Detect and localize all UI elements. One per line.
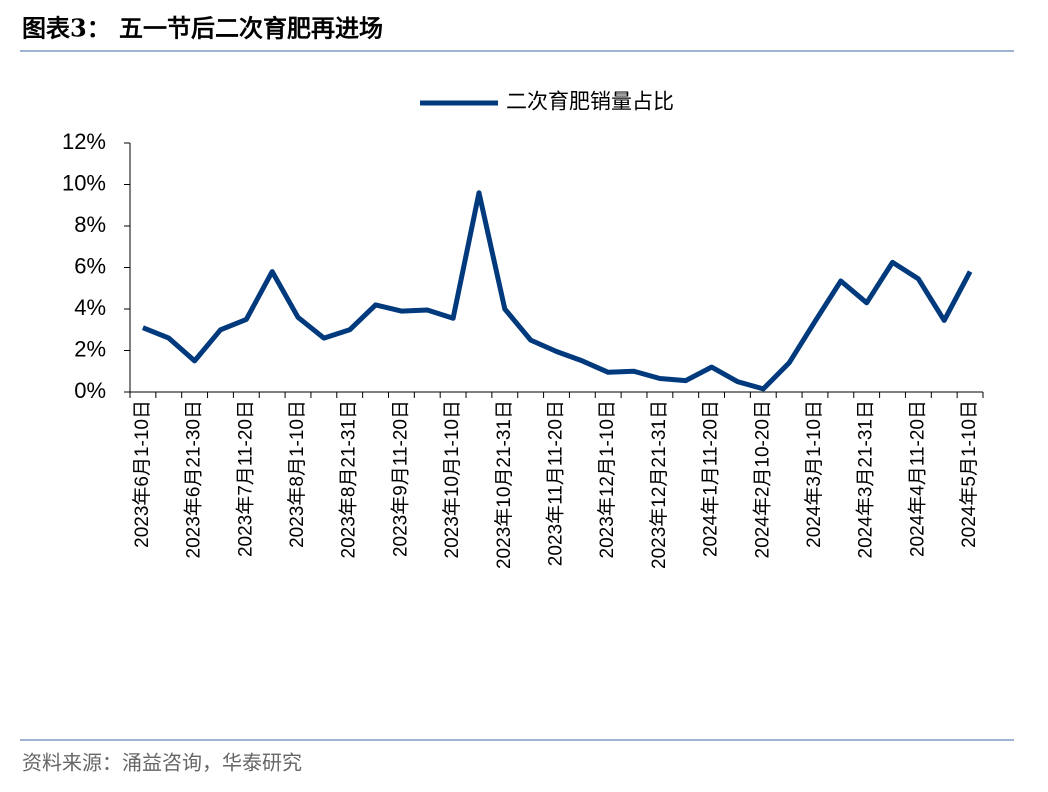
line-series — [141, 190, 973, 392]
x-tick-label: 2024年5月1-10日 — [958, 400, 980, 548]
x-tick-label: 2023年11月11-20日 — [545, 400, 567, 566]
x-tick-label: 2023年6月21-30日 — [183, 400, 205, 558]
x-tick-label: 2023年10月21-31日 — [493, 400, 515, 569]
x-tick-label: 2024年4月11-20日 — [906, 400, 928, 557]
x-tick-label: 2023年9月11-20日 — [389, 400, 411, 557]
y-tick-label: 8% — [74, 212, 106, 237]
y-tick-label: 0% — [74, 378, 106, 403]
x-tick-label: 2023年12月21-31日 — [648, 400, 670, 569]
x-tick-label: 2023年8月21-31日 — [338, 400, 360, 558]
x-tick-label: 2023年8月1-10日 — [286, 400, 308, 548]
y-tick-label: 10% — [62, 170, 106, 195]
x-tick-label: 2023年6月1-10日 — [131, 400, 153, 548]
x-tick-label: 2023年7月11-20日 — [234, 400, 256, 557]
x-tick-label: 2024年3月21-31日 — [855, 400, 877, 558]
legend-label: 二次育肥销量占比 — [506, 90, 674, 114]
source: 资料来源：涌益咨询，华泰研究 — [22, 751, 302, 775]
x-tick-label: 2024年1月11-20日 — [700, 400, 722, 557]
x-tick-label: 2024年3月1-10日 — [803, 400, 825, 548]
x-tick-label: 2023年10月1-10日 — [441, 400, 463, 558]
y-tick-label: 12% — [62, 129, 106, 154]
y-tick-label: 2% — [74, 336, 106, 361]
x-tick-label: 2023年12月1-10日 — [596, 400, 618, 558]
x-tick-label: 2024年2月10-20日 — [751, 400, 773, 558]
chart-title: 图表3： 五一节后二次育肥再进场 — [22, 14, 383, 43]
y-tick-label: 4% — [74, 295, 106, 320]
y-tick-label: 6% — [74, 253, 106, 278]
